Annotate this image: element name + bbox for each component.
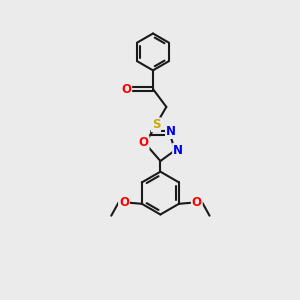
Text: O: O — [121, 82, 131, 96]
Text: O: O — [139, 136, 148, 149]
Text: O: O — [192, 196, 202, 209]
Text: S: S — [152, 118, 160, 131]
Text: O: O — [119, 196, 129, 209]
Text: N: N — [166, 125, 176, 138]
Text: N: N — [173, 144, 183, 157]
